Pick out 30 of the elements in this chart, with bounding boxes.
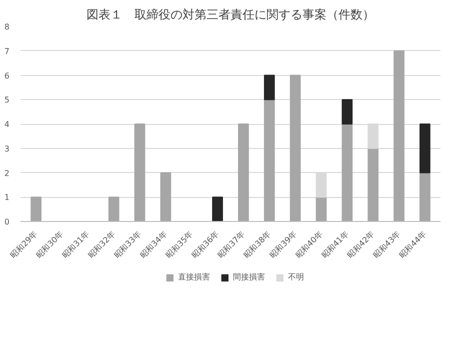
legend-label: 間接損害	[233, 272, 265, 282]
bar	[290, 74, 301, 222]
y-tick-label: 0	[4, 218, 10, 226]
bar	[264, 74, 275, 100]
y-tick-label: 5	[4, 96, 10, 105]
y-tick-label: 2	[4, 168, 10, 178]
legend-label: 直接損害	[178, 272, 210, 282]
bar	[342, 99, 353, 124]
bar	[420, 172, 430, 222]
bar	[394, 50, 404, 222]
bar	[420, 124, 430, 174]
bar	[238, 124, 249, 222]
bar	[212, 196, 223, 222]
y-tick-label: 8	[4, 22, 10, 32]
y-tick-label: 4	[4, 120, 10, 129]
bar	[160, 172, 172, 222]
y-tick-label: 7	[4, 46, 10, 56]
legend-label: 不明	[288, 272, 305, 282]
y-tick-label: 6	[4, 71, 10, 80]
bar	[134, 124, 146, 222]
bar	[368, 148, 379, 222]
bar	[316, 196, 327, 222]
bar	[108, 196, 120, 222]
chart-title: 図表１ 取締役の対第三者責任に関する事案（件数）	[86, 8, 374, 22]
bar	[30, 196, 42, 222]
y-tick-label: 1	[4, 193, 10, 202]
y-tick-label: 3	[4, 144, 10, 154]
bar	[368, 124, 379, 149]
bar	[342, 124, 353, 222]
bar	[264, 99, 275, 222]
